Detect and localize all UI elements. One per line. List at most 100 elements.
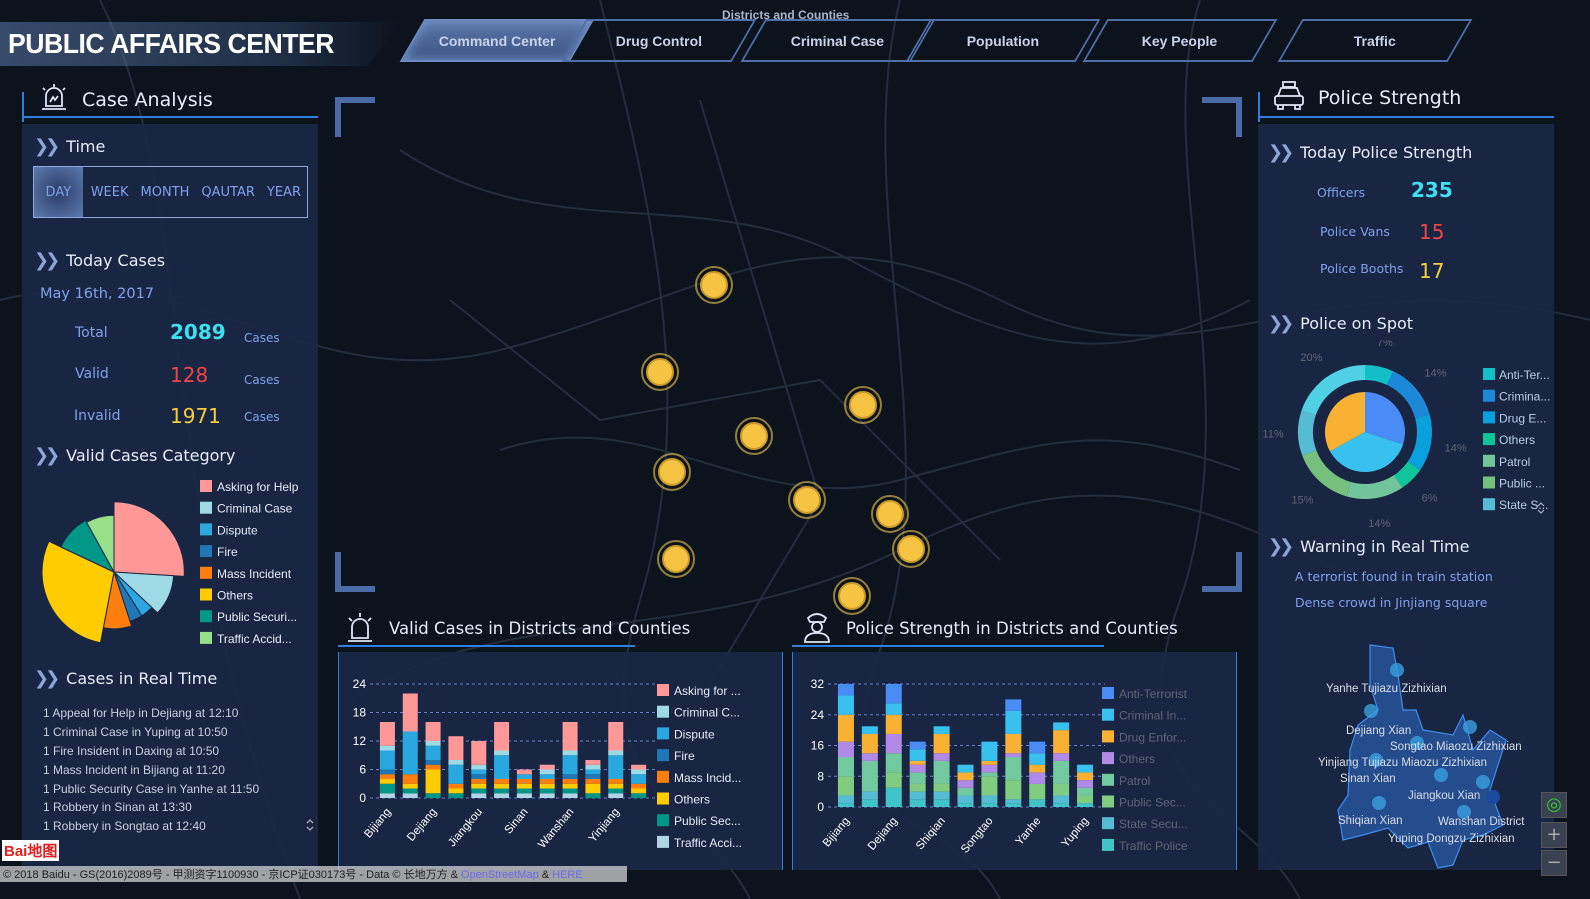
map-marker[interactable]: [833, 577, 871, 615]
donut-segment: [1301, 365, 1365, 416]
attribution-text: © 2018 Baidu - GS(2016)2089号 - 甲测资字11009…: [3, 869, 462, 881]
bar-segment: [448, 764, 464, 784]
pie-slice: [41, 540, 115, 644]
divider: [22, 92, 24, 122]
legend-label: Asking for Help: [217, 480, 299, 494]
time-option-year[interactable]: YEAR: [266, 184, 301, 200]
zoom-in-button[interactable]: +: [1541, 822, 1567, 848]
legend-swatch: [657, 684, 669, 696]
bar-segment: [516, 783, 532, 789]
time-option-quarter[interactable]: QAUTAR: [201, 184, 255, 200]
bar-segment: [1053, 722, 1070, 731]
tab-drug-control[interactable]: Drug Control: [561, 19, 757, 62]
list-item[interactable]: 1 Appeal for Help in Dejiang at 12:10: [43, 706, 239, 720]
district-minimap[interactable]: Yanhe Tujiazu Zizhixian Dejiang Xian Son…: [1258, 630, 1558, 870]
bar-segment: [516, 769, 532, 775]
bar-segment: [1029, 799, 1046, 807]
bar-segment: [981, 795, 998, 804]
map-marker[interactable]: [844, 386, 882, 424]
tab-criminal-case[interactable]: Criminal Case: [740, 19, 936, 62]
bar-segment: [837, 695, 854, 715]
map-marker[interactable]: [653, 453, 691, 491]
bar-segment: [471, 788, 487, 794]
legend-swatch: [200, 588, 212, 601]
list-item[interactable]: 1 Robbery in Sinan at 13:30: [43, 800, 192, 814]
map-marker[interactable]: [657, 540, 695, 578]
scroll-down-arrow: [1537, 509, 1545, 514]
bar-segment: [837, 714, 854, 742]
donut-segment: [1298, 410, 1317, 456]
baidu-logo[interactable]: Bai地图: [2, 840, 60, 861]
bar-segment: [981, 776, 998, 796]
unit: Cases: [244, 331, 280, 345]
map-marker[interactable]: [735, 417, 773, 455]
subsection-title: Police on Spot: [1300, 314, 1414, 333]
today-date: May 16th, 2017: [40, 286, 155, 302]
frame-corner: [1202, 97, 1242, 137]
time-range-selector[interactable]: DAY WEEK MONTH QAUTAR YEAR: [33, 166, 308, 218]
bar-segment: [631, 788, 647, 794]
tab-population[interactable]: Population: [905, 19, 1101, 62]
scroll-arrows-icon[interactable]: [305, 817, 315, 833]
section-title: Case Analysis: [82, 89, 213, 111]
warning-item[interactable]: A terrorist found in train station: [1295, 569, 1493, 584]
divider: [1258, 116, 1554, 118]
zoom-out-button[interactable]: −: [1541, 850, 1567, 876]
divider: [22, 116, 318, 118]
subsection-title: Today Police Strength: [1300, 143, 1473, 162]
legend-label: Fire: [674, 749, 695, 763]
map-marker[interactable]: [871, 495, 909, 533]
list-item[interactable]: 1 Criminal Case in Yuping at 10:50: [43, 725, 228, 739]
bar-segment: [957, 803, 974, 807]
legend-swatch: [1102, 817, 1114, 830]
here-link[interactable]: HERE: [552, 869, 583, 881]
bar-segment: [1053, 730, 1070, 754]
valid-label: Valid: [75, 366, 109, 382]
map-attribution: © 2018 Baidu - GS(2016)2089号 - 甲测资字11009…: [0, 866, 627, 882]
police-booths-value: 17: [1419, 259, 1445, 283]
bar-segment: [1005, 753, 1022, 758]
bar-segment: [494, 783, 510, 789]
bar-segment: [448, 788, 464, 794]
map-marker[interactable]: [788, 481, 826, 519]
bar-segment: [471, 783, 487, 789]
list-item[interactable]: 1 Public Security Case in Yanhe at 11:50: [43, 782, 260, 796]
bar-segment: [585, 793, 601, 798]
bar-segment: [539, 769, 555, 775]
police-booths-label: Police Booths: [1320, 261, 1404, 276]
time-option-month[interactable]: MONTH: [140, 184, 190, 200]
osm-link[interactable]: OpenStreetMap: [461, 869, 539, 881]
police-car-icon: [1274, 81, 1304, 110]
bar-segment: [981, 772, 998, 777]
tab-key-people[interactable]: Key People: [1082, 19, 1278, 62]
list-item[interactable]: 1 Robbery in Songtao at 12:40: [43, 819, 206, 833]
map-caption: Districts and Counties: [722, 8, 850, 22]
bar-segment: [837, 757, 854, 777]
bar-segment: [402, 788, 418, 794]
donut-segment: [1393, 461, 1421, 488]
bar-segment: [861, 726, 878, 734]
legend-label: Public ...: [1499, 477, 1545, 491]
map-marker[interactable]: [695, 266, 733, 304]
bar-segment: [1053, 783, 1070, 796]
warning-item[interactable]: Dense crowd in Jinjiang square: [1295, 595, 1488, 610]
legend-swatch: [200, 501, 212, 514]
legend-swatch: [200, 631, 212, 644]
map-marker[interactable]: [892, 530, 930, 568]
bar-segment: [494, 755, 510, 779]
list-item[interactable]: 1 Mass Incident in Bijiang at 11:20: [43, 763, 225, 777]
donut-segment: [1386, 371, 1430, 419]
time-option-week[interactable]: WEEK: [90, 184, 129, 200]
tab-traffic[interactable]: Traffic: [1277, 19, 1473, 62]
bar-segment: [1029, 753, 1046, 765]
list-item[interactable]: 1 Fire Insident in Daxing at 10:50: [43, 744, 220, 758]
legend-swatch: [1483, 498, 1495, 511]
bar-segment: [837, 684, 854, 696]
bar-segment: [379, 722, 395, 746]
total-label: Total: [75, 325, 108, 341]
map-marker[interactable]: [641, 353, 679, 391]
bar-segment: [585, 769, 601, 775]
bar-segment: [1053, 795, 1070, 804]
locate-icon[interactable]: ◎: [1541, 792, 1567, 818]
time-option-day[interactable]: DAY: [34, 167, 83, 217]
